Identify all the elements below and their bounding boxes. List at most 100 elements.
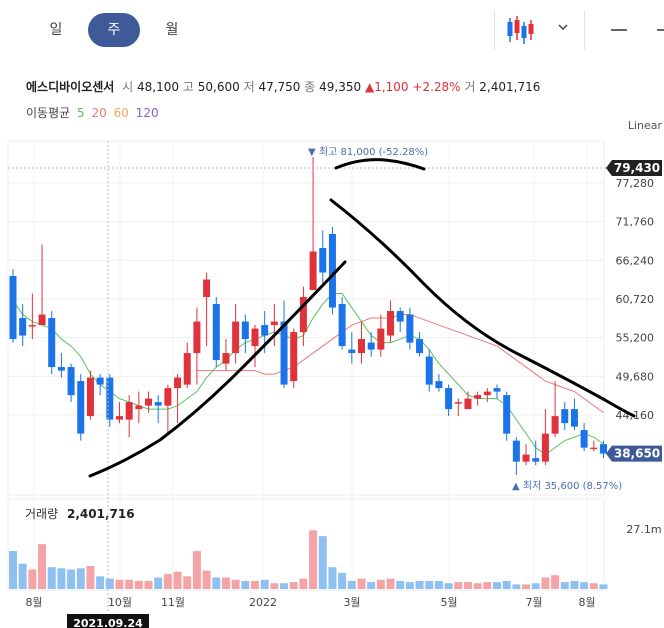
volume-bar bbox=[18, 563, 27, 589]
close-value: 49,350 bbox=[319, 80, 362, 94]
chart-type-selector[interactable] bbox=[494, 10, 585, 50]
scale-label: Linear bbox=[628, 119, 663, 132]
volume-bar bbox=[125, 579, 134, 589]
volume-bar bbox=[463, 582, 472, 589]
chevron-down-icon bbox=[558, 24, 568, 31]
candle-body bbox=[541, 433, 549, 462]
candle-body bbox=[570, 409, 578, 427]
x-tick-label: 10월 bbox=[108, 596, 132, 609]
y-tick-label: 71,760 bbox=[616, 216, 655, 229]
low-value: 47,750 bbox=[258, 80, 301, 94]
candle-body bbox=[377, 328, 385, 350]
volume-bar bbox=[260, 579, 269, 589]
candle-body bbox=[290, 332, 298, 382]
volume-bar bbox=[531, 583, 540, 589]
candle-body bbox=[445, 388, 453, 410]
candle-body bbox=[241, 321, 249, 340]
volume-tick-label: 27.1m bbox=[626, 523, 661, 536]
volume-bar bbox=[357, 578, 366, 589]
volume-bar bbox=[367, 582, 376, 589]
volume-bar bbox=[241, 580, 250, 589]
high-value: 50,600 bbox=[197, 80, 240, 94]
candle-body bbox=[551, 416, 559, 434]
volume-bar bbox=[154, 577, 163, 589]
volume-bar bbox=[560, 582, 569, 589]
candle-body bbox=[406, 314, 414, 343]
candle-body bbox=[261, 325, 269, 336]
volume-bar bbox=[599, 584, 608, 589]
change-arrow-icon: ▲ bbox=[364, 80, 375, 94]
tab-week[interactable]: 주 bbox=[88, 13, 140, 47]
candle-body bbox=[9, 276, 17, 340]
ma-label: 이동평균 bbox=[26, 106, 71, 120]
candle-body bbox=[48, 318, 56, 368]
candle-body bbox=[425, 356, 433, 385]
high-marker: ▼ 최고 81,000 (-52.28%) bbox=[308, 146, 428, 158]
volume-bar bbox=[202, 570, 211, 589]
candle-body bbox=[328, 233, 336, 308]
candle-body bbox=[38, 314, 46, 326]
x-tick-label: 5월 bbox=[440, 596, 457, 609]
volume-bar bbox=[212, 577, 221, 589]
candle-body bbox=[106, 377, 114, 420]
tab-day[interactable]: 일 bbox=[49, 22, 63, 38]
hand-drawn-line-3 bbox=[329, 198, 636, 418]
candle-body bbox=[503, 395, 511, 434]
volume-bar bbox=[502, 580, 511, 589]
volume-bar bbox=[163, 574, 172, 589]
volume-bar bbox=[221, 577, 230, 589]
volume-bar bbox=[144, 580, 153, 589]
candle-body bbox=[96, 377, 104, 385]
candle-body bbox=[86, 377, 94, 417]
high-label: 고 bbox=[182, 80, 194, 94]
candle-body bbox=[28, 325, 36, 327]
moving-average-legend[interactable]: 이동평균 5 20 60 120 bbox=[26, 104, 162, 121]
volume-bar bbox=[425, 580, 434, 589]
volume-value: 2,401,716 bbox=[479, 80, 541, 94]
volume-label: 거 bbox=[464, 80, 476, 94]
volume-bar bbox=[96, 576, 105, 589]
volume-bar bbox=[512, 584, 521, 589]
candle-body bbox=[164, 388, 172, 406]
candle-body bbox=[396, 311, 404, 322]
crosshair-price-badge bbox=[606, 159, 662, 176]
candle-body bbox=[580, 430, 588, 448]
crosshair-price: 79,430 bbox=[614, 161, 660, 175]
candle-body bbox=[212, 304, 220, 361]
stock-name: 에스디바이오센서 bbox=[26, 80, 115, 94]
volume-bar bbox=[76, 568, 85, 589]
candle-body bbox=[357, 339, 365, 354]
volume-bar bbox=[396, 580, 405, 589]
candle-body bbox=[280, 321, 288, 385]
volume-bar bbox=[434, 580, 443, 589]
crosshair-date: 2021.09.24 bbox=[73, 617, 143, 628]
volume-bar bbox=[115, 579, 124, 589]
candle-body bbox=[125, 402, 133, 420]
volume-bar bbox=[589, 583, 598, 589]
candle-body bbox=[145, 398, 153, 406]
volume-bar bbox=[270, 583, 279, 589]
tab-month[interactable]: 월 bbox=[165, 22, 179, 38]
volume-bar bbox=[541, 577, 550, 589]
volume-bar bbox=[47, 567, 56, 589]
price-summary: 에스디바이오센서 시 48,100 고 50,600 저 47,750 종 49… bbox=[26, 78, 540, 95]
hand-drawn-line-2 bbox=[334, 158, 426, 171]
candle-body bbox=[532, 458, 540, 462]
candle-body bbox=[454, 402, 462, 404]
candle-body bbox=[222, 353, 230, 364]
current-price-badge bbox=[606, 445, 662, 462]
period-tabs: 일 주 월 bbox=[30, 12, 198, 48]
candle-body bbox=[464, 398, 472, 410]
candle-body bbox=[174, 377, 182, 389]
candle-body bbox=[493, 388, 501, 392]
candle-body bbox=[474, 395, 482, 399]
volume-bar bbox=[386, 578, 395, 589]
volume-bar bbox=[338, 572, 347, 589]
candle-body bbox=[183, 353, 191, 385]
candle-body bbox=[348, 349, 356, 354]
open-value: 48,100 bbox=[137, 80, 180, 94]
y-tick-label: 49,680 bbox=[616, 370, 655, 383]
candle-body bbox=[154, 402, 162, 406]
volume-bar bbox=[483, 582, 492, 589]
